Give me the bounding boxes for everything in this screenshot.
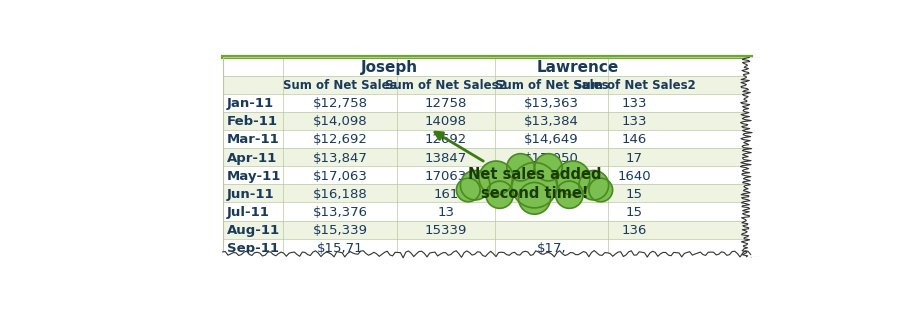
Ellipse shape [579,170,608,200]
Ellipse shape [589,178,613,202]
Text: Mar-11: Mar-11 [227,133,280,146]
Text: Jan-11: Jan-11 [227,97,274,110]
Bar [222,166,751,184]
Text: 17: 17 [626,152,644,165]
Bar [222,57,751,76]
Bar [222,112,751,130]
Text: $14,098: $14,098 [313,115,367,128]
Text: 14098: 14098 [425,115,467,128]
Ellipse shape [518,183,551,214]
Text: Sum of Net Sales2: Sum of Net Sales2 [385,79,507,92]
Text: 15339: 15339 [425,224,467,237]
Bar [222,239,751,257]
Text: 17063: 17063 [425,170,467,183]
Ellipse shape [555,161,590,195]
Bar [222,184,751,202]
Bar [222,130,751,148]
Text: $14,649: $14,649 [524,133,579,146]
Text: $17,050: $17,050 [524,152,579,165]
Text: Jun-11: Jun-11 [227,188,274,201]
Text: 133: 133 [622,115,647,128]
Text: $15,71: $15,71 [317,242,364,255]
Bar [222,148,751,166]
Ellipse shape [456,178,480,202]
Ellipse shape [555,181,583,208]
Text: Aug-11: Aug-11 [227,224,280,237]
Text: Sum of Net Sales: Sum of Net Sales [284,79,397,92]
Text: Feb-11: Feb-11 [227,115,278,128]
Text: Sep-11: Sep-11 [227,242,279,255]
Text: Sum of Net Sales2: Sum of Net Sales2 [573,79,696,92]
Text: $16,188: $16,188 [313,188,367,201]
Text: $13,847: $13,847 [312,152,367,165]
Ellipse shape [461,170,490,200]
Text: 12758: 12758 [425,97,467,110]
Text: Jul-11: Jul-11 [227,206,270,219]
Ellipse shape [479,161,513,195]
Text: 15: 15 [626,206,644,219]
Text: 146: 146 [622,133,647,146]
Bar [222,76,751,94]
Bar [222,202,751,221]
Ellipse shape [486,181,513,208]
Text: Sum of Net Sales: Sum of Net Sales [495,79,608,92]
Text: Lawrence: Lawrence [536,60,619,75]
Text: $17,: $17, [536,242,566,255]
Text: 13847: 13847 [425,152,467,165]
Text: 161: 161 [433,188,458,201]
Text: $12,758: $12,758 [312,97,368,110]
Text: $17,063: $17,063 [312,170,367,183]
Text: $13,376: $13,376 [312,206,368,219]
Bar [222,57,751,257]
Ellipse shape [535,154,562,181]
Text: Apr-11: Apr-11 [227,152,277,165]
Text: $15,339: $15,339 [312,224,368,237]
Text: 136: 136 [622,224,647,237]
Ellipse shape [507,154,535,181]
Text: 15: 15 [626,188,644,201]
Bar [222,221,751,239]
Text: $12,692: $12,692 [312,133,367,146]
Text: 13: 13 [437,206,454,219]
Text: 1640: 1640 [617,170,652,183]
Text: May-11: May-11 [227,170,282,183]
Text: Joseph: Joseph [361,60,418,75]
Ellipse shape [512,162,557,208]
Text: Net sales added
second time!: Net sales added second time! [468,166,601,202]
Text: 12692: 12692 [425,133,467,146]
Text: 133: 133 [622,97,647,110]
Bar [222,94,751,112]
Text: $13,363: $13,363 [524,97,579,110]
Text: $13,384: $13,384 [524,115,579,128]
